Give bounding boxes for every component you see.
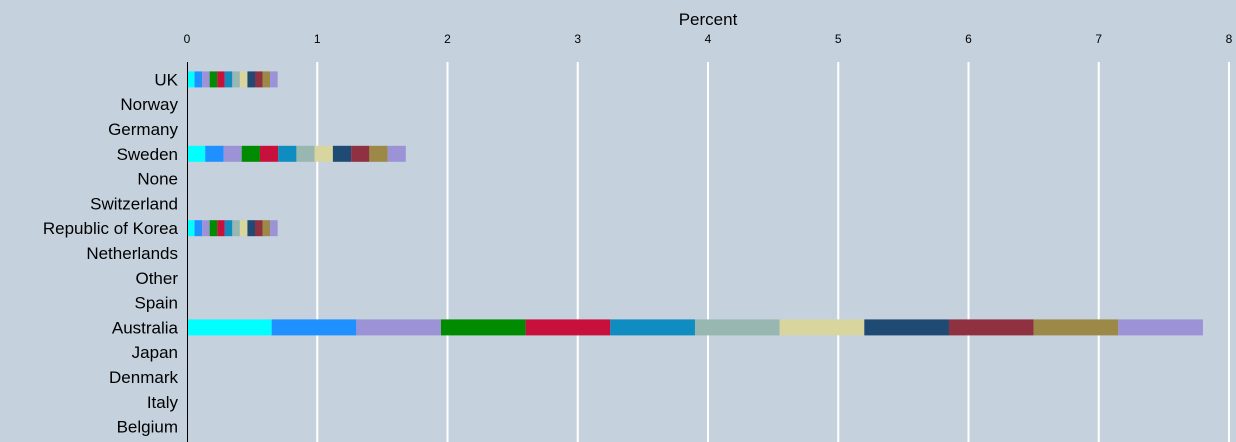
bar-segment <box>224 71 233 88</box>
x-tick-label: 5 <box>835 32 842 46</box>
x-tick-label: 6 <box>965 32 972 46</box>
bar-segment <box>187 220 195 237</box>
bar-segment <box>369 145 388 162</box>
bar-segment <box>1033 319 1119 336</box>
bar-segment <box>356 319 441 336</box>
bar-segment <box>194 220 203 237</box>
bar-segment <box>209 220 218 237</box>
bar-segment <box>254 71 263 88</box>
bar-segment <box>254 220 263 237</box>
bar-segment <box>278 145 297 162</box>
bar-segment <box>205 145 224 162</box>
category-label: Japan <box>132 343 178 362</box>
category-label: Germany <box>108 120 178 139</box>
category-label: Denmark <box>109 368 178 387</box>
category-label: UK <box>154 70 178 89</box>
x-tick-label: 7 <box>1095 32 1102 46</box>
bar-segment <box>440 319 526 336</box>
bar-segment <box>262 71 271 88</box>
bar-segment <box>187 145 206 162</box>
bar-segment <box>610 319 695 336</box>
x-tick-labels: 0 1 2 3 4 5 6 7 8 <box>184 32 1233 46</box>
bar-segment <box>202 220 210 237</box>
bar-segment <box>262 220 271 237</box>
bar-segment <box>209 71 218 88</box>
bar-segment <box>239 220 248 237</box>
bar-segment <box>232 71 240 88</box>
bar-segment <box>194 71 203 88</box>
bar-segment <box>270 220 278 237</box>
bar-segment <box>202 71 210 88</box>
category-label: Other <box>135 269 178 288</box>
bar-segment <box>694 319 780 336</box>
bar-segment <box>525 319 611 336</box>
bar-segment <box>864 319 949 336</box>
x-tick-label: 4 <box>705 32 712 46</box>
x-tick-label: 0 <box>184 32 191 46</box>
bar-segment <box>387 145 406 162</box>
bar-segment <box>259 145 279 162</box>
category-label: Sweden <box>117 145 178 164</box>
category-label: Australia <box>112 318 179 337</box>
category-label: Spain <box>135 294 178 313</box>
x-tick-label: 2 <box>444 32 451 46</box>
category-label: Switzerland <box>90 194 178 213</box>
bar-segment <box>270 71 278 88</box>
category-label: Netherlands <box>86 244 178 263</box>
bar-segment <box>779 319 865 336</box>
bar-segment <box>239 71 248 88</box>
x-axis-title: Percent <box>679 10 738 29</box>
bar-segment <box>232 220 240 237</box>
category-label: Italy <box>147 393 179 412</box>
x-tick-label: 1 <box>314 32 321 46</box>
category-label: Belgium <box>117 418 178 437</box>
bar-segment <box>241 145 260 162</box>
gridlines <box>316 62 1230 442</box>
bar-segment <box>247 71 255 88</box>
bar-segment <box>187 319 272 336</box>
bars <box>187 71 1203 336</box>
category-label: None <box>137 170 178 189</box>
bar-segment <box>217 71 225 88</box>
x-tick-label: 3 <box>574 32 581 46</box>
category-labels: UK Norway Germany Sweden None Switzerland Repu… <box>43 70 179 436</box>
bar-segment <box>217 220 225 237</box>
bar-segment <box>224 220 233 237</box>
bar-segment <box>271 319 357 336</box>
x-tick-label: 8 <box>1226 32 1233 46</box>
category-label: Norway <box>120 95 178 114</box>
bar-segment <box>351 145 370 162</box>
bar-segment <box>187 71 195 88</box>
bar-segment <box>223 145 242 162</box>
bar-segment <box>332 145 352 162</box>
bar-segment <box>247 220 255 237</box>
bar-segment <box>314 145 333 162</box>
bar-segment <box>1118 319 1203 336</box>
bar-segment <box>296 145 315 162</box>
category-label: Republic of Korea <box>43 219 179 238</box>
bar-segment <box>948 319 1034 336</box>
